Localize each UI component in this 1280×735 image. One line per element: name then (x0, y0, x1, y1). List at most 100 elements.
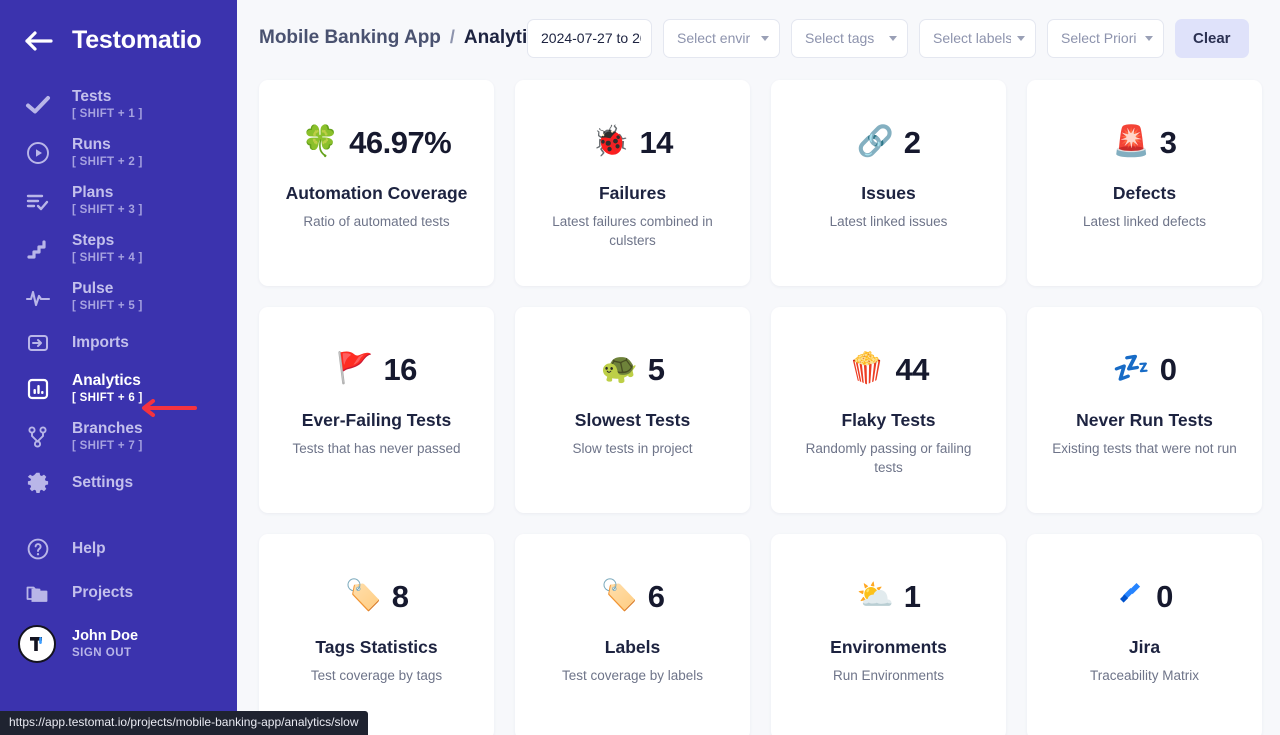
sidebar-item-hint: [ SHIFT + 1 ] (72, 108, 143, 120)
user-avatar-icon (18, 625, 56, 663)
ladybug-icon: 🐞 (592, 125, 630, 158)
card-description: Latest linked issues (829, 214, 948, 229)
card-description: Latest linked defects (1082, 214, 1207, 229)
jira-icon (1116, 578, 1146, 614)
import-icon (22, 328, 54, 358)
sign-out-link[interactable]: SIGN OUT (72, 647, 132, 659)
sidebar-item-analytics[interactable]: Analytics [ SHIFT + 6 ] (0, 365, 237, 413)
sidebar-item-label: Help (72, 540, 106, 557)
sidebar-item-imports[interactable]: Imports (0, 321, 237, 365)
card-title: Defects (1112, 183, 1177, 203)
card-description: Latest failures combined in culsters (552, 214, 713, 248)
sidebar-item-label: Steps (72, 232, 115, 249)
sun-cloud-icon: ⛅ (856, 579, 894, 612)
red-flag-icon: 🚩 (336, 352, 374, 385)
arrow-left-icon[interactable] (22, 27, 54, 55)
labels-filter[interactable]: Select labels (919, 18, 1036, 58)
card-description: Randomly passing or failing tests (805, 441, 972, 475)
sidebar-item-projects[interactable]: Projects (0, 571, 237, 615)
card-title: Labels (604, 637, 661, 657)
question-circle-icon (22, 534, 54, 564)
card-value: 2 (903, 124, 921, 160)
clear-filters-button[interactable]: Clear (1175, 18, 1249, 58)
sidebar-item-steps[interactable]: Steps [ SHIFT + 4 ] (0, 225, 237, 273)
card-title: Environments (830, 637, 947, 657)
labels-filter-label: Select labels (933, 30, 1011, 46)
chevron-down-icon (889, 35, 897, 41)
sidebar-item-label: Settings (72, 474, 134, 491)
tags-filter[interactable]: Select tags (791, 18, 908, 58)
sidebar-item-label: Runs (72, 136, 111, 153)
card-labels[interactable]: 🏷️ 6 Labels Test coverage by labels (515, 534, 750, 735)
sidebar-item-runs[interactable]: Runs [ SHIFT + 2 ] (0, 129, 237, 177)
environments-filter[interactable]: Select envir (663, 18, 780, 58)
sidebar-item-settings[interactable]: Settings (0, 461, 237, 505)
date-range-value: 2024-07-27 to 202 (541, 30, 641, 46)
card-value: 5 (647, 351, 665, 387)
priority-filter-label: Select Priori (1061, 30, 1137, 46)
analytics-card-grid: 🍀 46.97% Automation Coverage Ratio of au… (237, 76, 1280, 735)
sidebar-item-plans[interactable]: Plans [ SHIFT + 3 ] (0, 177, 237, 225)
priority-filter[interactable]: Select Priori (1047, 18, 1164, 58)
sidebar-divider (0, 505, 237, 527)
card-description: Ratio of automated tests (303, 214, 450, 229)
tag-icon: 🏷️ (344, 579, 382, 612)
link-icon: 🔗 (856, 125, 894, 158)
sidebar-item-hint: [ SHIFT + 5 ] (72, 300, 143, 312)
card-value: 6 (647, 578, 665, 614)
card-automation-coverage[interactable]: 🍀 46.97% Automation Coverage Ratio of au… (259, 80, 494, 286)
card-description: Slow tests in project (572, 441, 693, 456)
list-check-icon (22, 186, 54, 216)
sidebar-nav: Tests [ SHIFT + 1 ] Runs [ SHIFT + 2 ] (0, 81, 237, 673)
card-description: Existing tests that were not run (1052, 441, 1237, 456)
card-title: Issues (861, 183, 916, 203)
check-icon (22, 90, 54, 120)
breadcrumb-project[interactable]: Mobile Banking App (259, 27, 441, 48)
card-jira[interactable]: 0 Jira Traceability Matrix (1027, 534, 1262, 735)
zzz-icon: 💤 (1112, 352, 1150, 385)
main-content: Mobile Banking App / Analytics 2024-07-2… (237, 0, 1280, 735)
user-name: John Doe (72, 628, 139, 644)
sidebar-user[interactable]: John Doe SIGN OUT (0, 615, 237, 673)
card-never-run-tests[interactable]: 💤 0 Never Run Tests Existing tests that … (1027, 307, 1262, 513)
status-bar-url: https://app.testomat.io/projects/mobile-… (0, 711, 368, 735)
card-value: 0 (1159, 351, 1177, 387)
folder-icon (22, 578, 54, 608)
sidebar-item-hint: [ SHIFT + 4 ] (72, 252, 143, 264)
red-arrow-left-icon (137, 399, 197, 417)
card-issues[interactable]: 🔗 2 Issues Latest linked issues (771, 80, 1006, 286)
sidebar-item-label: Plans (72, 184, 114, 201)
card-failures[interactable]: 🐞 14 Failures Latest failures combined i… (515, 80, 750, 286)
card-title: Slowest Tests (574, 410, 691, 430)
chevron-down-icon (761, 35, 769, 41)
environments-filter-label: Select envir (677, 30, 751, 46)
chevron-down-icon (1145, 35, 1153, 41)
sidebar-item-hint: [ SHIFT + 7 ] (72, 440, 143, 452)
card-title: Ever-Failing Tests (301, 410, 452, 430)
card-title: Automation Coverage (285, 183, 468, 203)
card-value: 46.97% (349, 124, 452, 160)
sidebar-brand[interactable]: Testomatio (0, 0, 237, 55)
sidebar-item-branches[interactable]: Branches [ SHIFT + 7 ] (0, 413, 237, 461)
card-value: 16 (383, 351, 417, 387)
sidebar-item-help[interactable]: Help (0, 527, 237, 571)
sidebar-item-tests[interactable]: Tests [ SHIFT + 1 ] (0, 81, 237, 129)
sidebar-item-label: Analytics (72, 372, 141, 389)
card-value: 1 (903, 578, 921, 614)
popcorn-icon: 🍿 (848, 352, 886, 385)
card-environments[interactable]: ⛅ 1 Environments Run Environments (771, 534, 1006, 735)
card-value: 8 (391, 578, 409, 614)
chevron-down-icon (1017, 35, 1025, 41)
card-title: Never Run Tests (1076, 410, 1213, 430)
date-range-filter[interactable]: 2024-07-27 to 202 (527, 18, 652, 58)
card-slowest-tests[interactable]: 🐢 5 Slowest Tests Slow tests in project (515, 307, 750, 513)
breadcrumb-current: Analytics (463, 27, 527, 48)
breadcrumb: Mobile Banking App / Analytics (259, 27, 527, 49)
sidebar-item-label: Imports (72, 334, 129, 351)
turtle-icon: 🐢 (600, 352, 638, 385)
sidebar-item-pulse[interactable]: Pulse [ SHIFT + 5 ] (0, 273, 237, 321)
card-tags-statistics[interactable]: 🏷️ 8 Tags Statistics Test coverage by ta… (259, 534, 494, 735)
card-flaky-tests[interactable]: 🍿 44 Flaky Tests Randomly passing or fai… (771, 307, 1006, 513)
card-ever-failing-tests[interactable]: 🚩 16 Ever-Failing Tests Tests that has n… (259, 307, 494, 513)
card-defects[interactable]: 🚨 3 Defects Latest linked defects (1027, 80, 1262, 286)
